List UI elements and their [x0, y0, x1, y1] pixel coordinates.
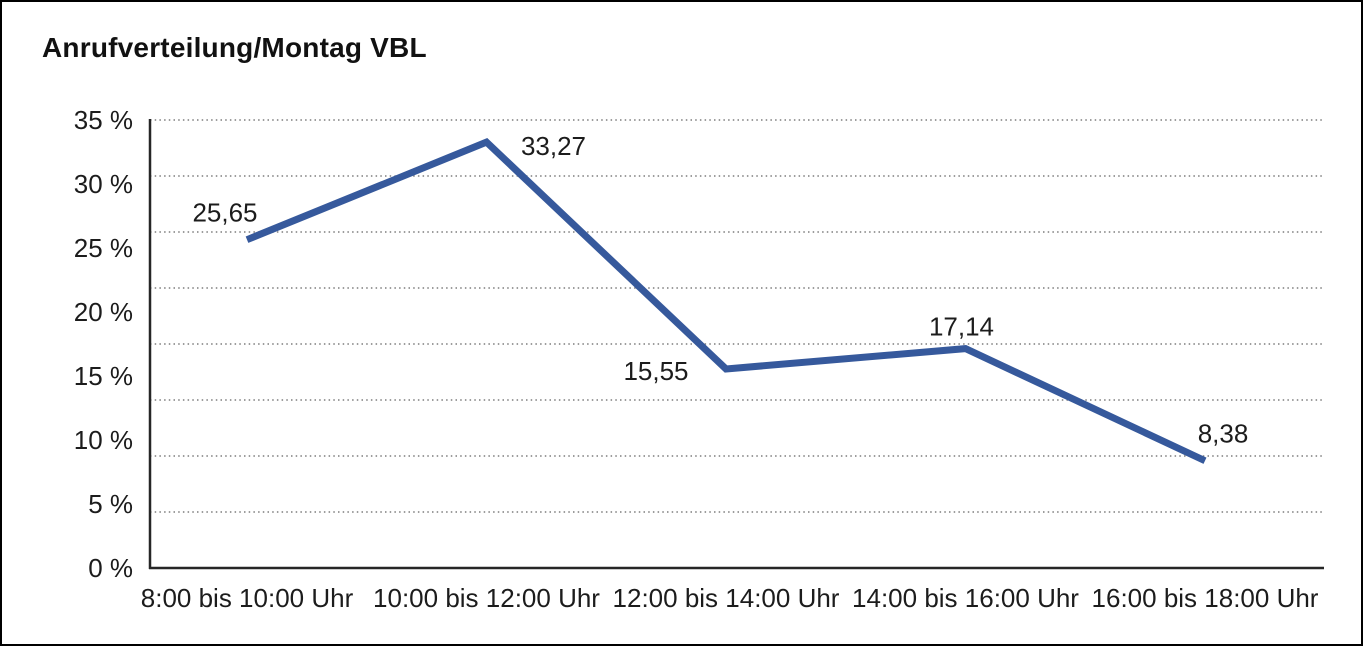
- y-tick-label: 0 %: [88, 553, 133, 583]
- x-tick-label: 12:00 bis 14:00 Uhr: [613, 583, 840, 613]
- y-tick-label: 15 %: [74, 361, 133, 391]
- data-point-label: 33,27: [521, 131, 586, 161]
- x-tick-label: 10:00 bis 12:00 Uhr: [373, 583, 600, 613]
- y-tick-label: 10 %: [74, 425, 133, 455]
- data-point-label: 8,38: [1198, 419, 1249, 449]
- y-tick-label: 25 %: [74, 233, 133, 263]
- x-tick-label: 14:00 bis 16:00 Uhr: [852, 583, 1079, 613]
- x-tick-label: 8:00 bis 10:00 Uhr: [141, 583, 354, 613]
- x-tick-label: 16:00 bis 18:00 Uhr: [1092, 583, 1319, 613]
- series-line: [245, 138, 1207, 464]
- data-point-label: 15,55: [623, 356, 688, 386]
- data-point-label: 25,65: [192, 198, 257, 228]
- chart-title: Anrufverteilung/Montag VBL: [42, 32, 427, 63]
- y-tick-label: 30 %: [74, 169, 133, 199]
- y-tick-label: 5 %: [88, 489, 133, 519]
- y-tick-label: 20 %: [74, 297, 133, 327]
- y-tick-label: 35 %: [74, 105, 133, 135]
- data-point-label: 17,14: [929, 312, 994, 342]
